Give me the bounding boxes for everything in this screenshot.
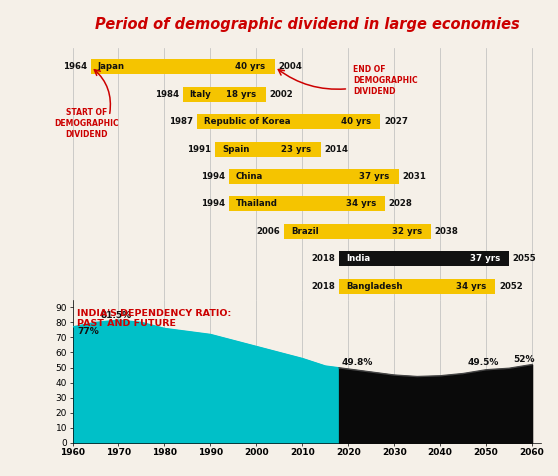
Text: 2004: 2004 (278, 62, 302, 71)
FancyBboxPatch shape (339, 251, 509, 266)
Text: 49.8%: 49.8% (341, 357, 373, 367)
Text: 1994: 1994 (201, 172, 225, 181)
Text: India: India (346, 254, 370, 263)
Text: 23 yrs: 23 yrs (281, 145, 311, 154)
Text: 40 yrs: 40 yrs (341, 117, 371, 126)
FancyBboxPatch shape (284, 224, 431, 239)
FancyBboxPatch shape (183, 87, 266, 102)
Text: 18 yrs: 18 yrs (226, 89, 256, 99)
Text: 2052: 2052 (499, 282, 523, 291)
FancyBboxPatch shape (229, 169, 399, 184)
FancyBboxPatch shape (229, 197, 385, 211)
Text: PAST AND FUTURE: PAST AND FUTURE (77, 319, 176, 328)
Text: Italy: Italy (190, 89, 211, 99)
FancyBboxPatch shape (215, 141, 321, 157)
Text: 2027: 2027 (384, 117, 408, 126)
Text: China: China (235, 172, 263, 181)
Text: 2002: 2002 (269, 89, 293, 99)
Text: Brazil: Brazil (291, 227, 319, 236)
FancyBboxPatch shape (91, 59, 275, 74)
FancyBboxPatch shape (196, 114, 381, 129)
Text: 81.5%: 81.5% (100, 311, 131, 320)
Text: 1964: 1964 (63, 62, 87, 71)
Text: START OF
DEMOGRAPHIC
DIVIDEND: START OF DEMOGRAPHIC DIVIDEND (54, 108, 119, 139)
Text: 37 yrs: 37 yrs (470, 254, 500, 263)
Text: 2028: 2028 (389, 199, 412, 208)
Text: 34 yrs: 34 yrs (345, 199, 376, 208)
Text: 2018: 2018 (311, 254, 335, 263)
Text: Period of demographic dividend in large economies: Period of demographic dividend in large … (94, 17, 519, 32)
Text: 32 yrs: 32 yrs (392, 227, 422, 236)
Text: 77%: 77% (77, 327, 99, 337)
Text: 2018: 2018 (311, 282, 335, 291)
Text: 2031: 2031 (402, 172, 426, 181)
Text: Bangladesh: Bangladesh (346, 282, 402, 291)
Text: Japan: Japan (98, 62, 125, 71)
Text: Thailand: Thailand (235, 199, 277, 208)
Text: 1987: 1987 (169, 117, 193, 126)
Text: 2014: 2014 (324, 145, 348, 154)
Text: 1984: 1984 (155, 89, 179, 99)
Text: 2055: 2055 (513, 254, 536, 263)
Text: 2006: 2006 (257, 227, 280, 236)
Text: 1991: 1991 (187, 145, 211, 154)
Text: 34 yrs: 34 yrs (456, 282, 486, 291)
Text: END OF
DEMOGRAPHIC
DIVIDEND: END OF DEMOGRAPHIC DIVIDEND (353, 65, 417, 96)
Text: 2038: 2038 (435, 227, 459, 236)
Text: Republic of Korea: Republic of Korea (204, 117, 290, 126)
Text: 1994: 1994 (201, 199, 225, 208)
Text: Spain: Spain (222, 145, 249, 154)
Text: 49.5%: 49.5% (468, 357, 499, 367)
FancyBboxPatch shape (339, 278, 496, 294)
Text: 37 yrs: 37 yrs (359, 172, 389, 181)
Text: 40 yrs: 40 yrs (235, 62, 266, 71)
Text: 52%: 52% (514, 355, 535, 364)
Text: INDIA'S DEPENDENCY RATIO:: INDIA'S DEPENDENCY RATIO: (77, 309, 232, 318)
